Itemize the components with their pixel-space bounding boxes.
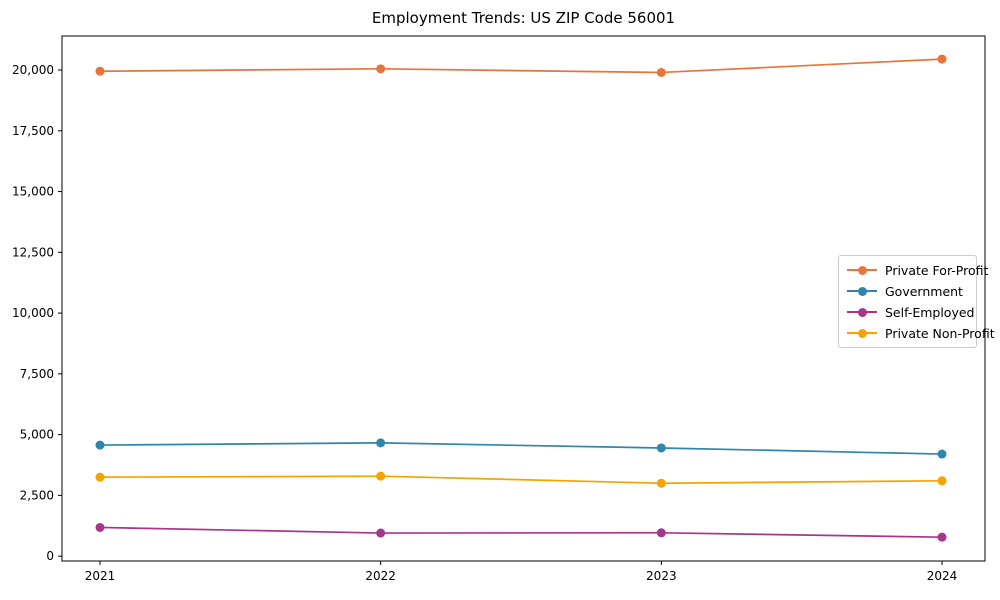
legend-marker-icon-private-non-profit [847, 328, 877, 338]
series-line-private-non-profit [99, 475, 943, 485]
legend: Private For-Profit Government Self-Employe… [838, 255, 995, 348]
data-point-self-employed-2022 [376, 528, 386, 538]
axes-frame [61, 35, 986, 562]
y-tick-label: 5,000 [20, 428, 54, 442]
x-tick-label: 2024 [927, 569, 958, 583]
series-line-private-for-profit [99, 58, 943, 74]
legend-marker-icon-self-employed [847, 307, 877, 317]
legend-marker-icon-government [847, 286, 877, 296]
y-tick-label: 10,000 [12, 306, 54, 320]
legend-marker-icon-private-for-profit [847, 265, 877, 275]
legend-label-private-non-profit: Private Non-Profit [885, 325, 995, 341]
legend-label-private-for-profit: Private For-Profit [885, 262, 989, 278]
data-point-government-2023 [656, 443, 666, 453]
series-line-government [99, 442, 943, 455]
legend-entry-private-for-profit: Private For-Profit [847, 262, 988, 278]
data-point-private-non-profit-2021 [95, 472, 105, 482]
data-point-private-for-profit-2022 [376, 64, 386, 74]
data-point-self-employed-2023 [656, 528, 666, 538]
y-tick-label: 15,000 [12, 185, 54, 199]
data-point-private-non-profit-2022 [376, 471, 386, 481]
data-point-self-employed-2021 [95, 522, 105, 532]
legend-entry-self-employed: Self-Employed [847, 304, 974, 320]
y-tick-label: 12,500 [12, 245, 54, 259]
y-tick-label: 17,500 [12, 124, 54, 138]
data-point-self-employed-2024 [937, 532, 947, 542]
legend-entry-government: Government [847, 283, 968, 299]
series-line-self-employed [99, 526, 943, 539]
data-point-government-2021 [95, 440, 105, 450]
chart-title: Employment Trends: US ZIP Code 56001 [371, 9, 676, 27]
x-tick-label: 2021 [85, 569, 116, 583]
data-point-government-2024 [937, 449, 947, 459]
legend-entry-private-non-profit: Private Non-Profit [847, 325, 995, 341]
legend-label-government: Government [885, 283, 963, 299]
x-tick-label: 2022 [365, 569, 396, 583]
y-tick-label: 20,000 [12, 63, 54, 77]
data-point-private-non-profit-2024 [937, 476, 947, 486]
y-tick-label: 7,500 [20, 367, 54, 381]
data-point-government-2022 [376, 438, 386, 448]
y-tick-label: 0 [46, 549, 54, 563]
y-tick-label: 2,500 [20, 488, 54, 502]
data-point-private-for-profit-2023 [656, 67, 666, 77]
data-point-private-for-profit-2021 [95, 66, 105, 76]
x-tick-label: 2023 [646, 569, 677, 583]
data-point-private-non-profit-2023 [656, 478, 666, 488]
data-point-private-for-profit-2024 [937, 54, 947, 64]
legend-label-self-employed: Self-Employed [885, 304, 975, 320]
